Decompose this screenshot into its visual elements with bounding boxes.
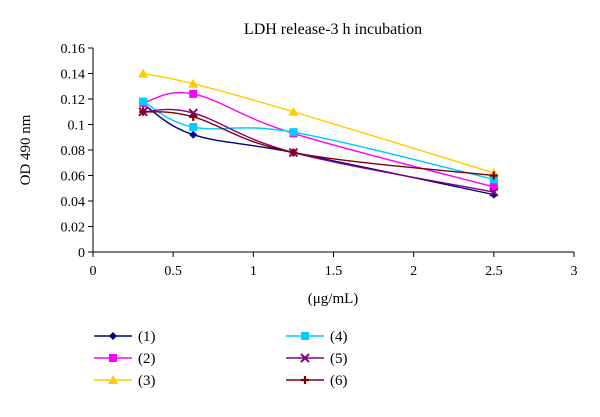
y-tick-label: 0.08 (61, 144, 86, 159)
x-tick-label: 1 (250, 264, 257, 279)
y-ticks: 0 0.02 0.04 0.06 0.08 0.1 0.12 0.14 0.16 (61, 42, 93, 261)
data-point (188, 78, 199, 88)
series-line (143, 111, 494, 177)
legend-label: (3) (138, 373, 156, 389)
series-6 (139, 107, 498, 180)
legend: (1) (2) (3) (4) (5) (6) (94, 329, 348, 389)
y-tick-label: 0.12 (61, 93, 86, 108)
legend-label: (5) (330, 351, 348, 367)
legend-marker (108, 375, 118, 384)
data-point (489, 190, 498, 199)
y-tick-label: 0.1 (68, 119, 86, 134)
legend-item: (6) (286, 373, 348, 389)
x-tick-label: 3 (571, 264, 578, 279)
series-line (142, 100, 494, 181)
legend-item: (5) (286, 351, 348, 367)
legend-marker (109, 354, 117, 362)
data-point (288, 106, 299, 116)
y-tick-label: 0.02 (61, 221, 86, 236)
legend-item: (2) (94, 351, 156, 367)
data-point (139, 97, 148, 106)
legend-item: (4) (286, 329, 348, 345)
legend-label: (4) (330, 329, 348, 345)
y-tick-label: 0 (78, 246, 85, 261)
legend-marker (301, 376, 309, 384)
data-point (189, 130, 198, 139)
series-line (143, 108, 494, 193)
series-5 (138, 107, 499, 197)
legend-marker (109, 332, 117, 340)
series-line (142, 72, 495, 174)
data-point (489, 187, 499, 197)
data-point (289, 128, 298, 137)
y-tick-label: 0.06 (61, 170, 86, 185)
x-ticks: 0 0.5 1 1.5 2 2.5 3 (90, 252, 578, 279)
data-point (489, 182, 498, 191)
chart-title: LDH release-3 h incubation (244, 21, 422, 38)
x-tick-label: 2.5 (485, 264, 503, 279)
series-2 (139, 89, 498, 191)
x-tick-label: 0 (90, 264, 97, 279)
legend-label: (2) (138, 351, 156, 367)
y-tick-label: 0.04 (61, 195, 86, 210)
data-point (289, 148, 298, 157)
data-point (489, 171, 498, 180)
series-line (142, 91, 495, 188)
legend-item: (1) (94, 329, 156, 345)
x-axis-label: (μg/mL) (308, 291, 359, 307)
data-point (189, 112, 198, 121)
series-group (138, 68, 499, 199)
data-point (189, 89, 198, 98)
x-tick-label: 1.5 (325, 264, 343, 279)
x-tick-label: 2 (410, 264, 417, 279)
data-point (189, 123, 198, 132)
y-tick-label: 0.16 (61, 42, 86, 57)
y-tick-label: 0.14 (61, 68, 86, 83)
legend-marker (301, 332, 309, 340)
data-point (138, 68, 149, 78)
x-tick-label: 0.5 (164, 264, 182, 279)
series-3 (138, 68, 499, 177)
legend-marker (300, 353, 310, 363)
legend-item: (3) (94, 373, 156, 389)
data-point (139, 107, 148, 116)
legend-label: (1) (138, 329, 156, 345)
legend-label: (6) (330, 373, 348, 389)
y-axis-label: OD 490 nm (18, 114, 34, 185)
